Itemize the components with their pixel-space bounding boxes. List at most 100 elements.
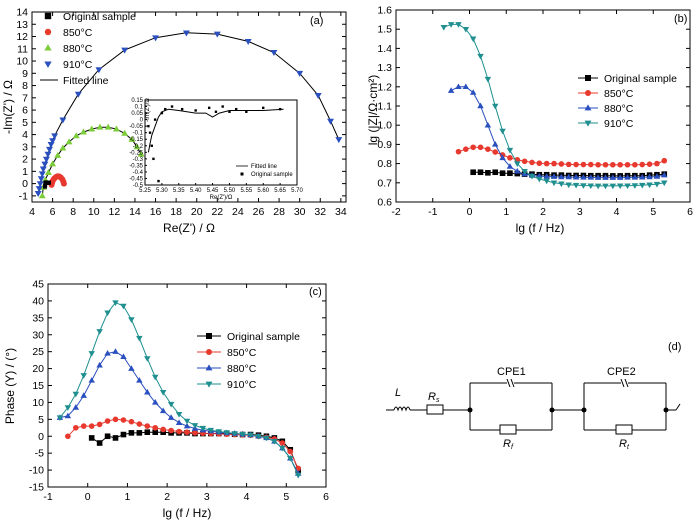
data-point-triangle-down xyxy=(42,156,50,163)
data-point-triangle-down xyxy=(46,146,53,153)
x-tick-label: 18 xyxy=(170,206,182,218)
data-point-triangle-down xyxy=(44,151,52,158)
y-tick-label: 7 xyxy=(22,92,28,104)
data-point-triangle-up xyxy=(175,419,183,425)
inset-data-point xyxy=(157,179,160,183)
data-point-circle xyxy=(160,426,166,433)
data-point-triangle-up xyxy=(594,174,602,180)
plot-frame xyxy=(31,11,347,203)
data-point-circle xyxy=(477,144,484,151)
data-point-triangle-up xyxy=(514,167,521,174)
y-tick-label: 45 xyxy=(32,279,44,291)
legend-label: 880°C xyxy=(227,363,257,375)
legend-label: 910°C xyxy=(604,118,634,130)
inset-fitted-line xyxy=(147,108,284,153)
y-tick-label: 1.3 xyxy=(377,62,392,74)
legend-marker xyxy=(206,349,212,355)
data-point-triangle-down xyxy=(521,169,528,175)
y-tick-label: 15 xyxy=(32,380,44,392)
data-point-triangle-down xyxy=(35,186,43,193)
legend-marker xyxy=(205,364,213,371)
data-point-triangle-down xyxy=(80,373,87,379)
data-point-triangle-up xyxy=(646,173,653,180)
legend-label: 880°C xyxy=(63,43,93,55)
y-tick-label: 0.6 xyxy=(377,197,392,209)
data-point-circle xyxy=(112,416,119,423)
data-point-circle xyxy=(88,423,95,429)
data-point-triangle-up xyxy=(609,174,617,180)
inset-plot: 5.25 5.30 5.35 5.40 5.45 5.50 5.55 5.60 5.65 5.70… xyxy=(129,98,303,201)
data-point-circle xyxy=(104,418,111,424)
y-tick-label: 0.9 xyxy=(377,139,392,151)
data-point-triangle-down xyxy=(528,173,536,180)
series-line xyxy=(59,301,299,476)
data-point-triangle-down xyxy=(36,181,44,188)
y-tick-label: 4 xyxy=(22,129,28,141)
data-point-circle xyxy=(558,161,565,167)
data-point-triangle-down xyxy=(624,183,631,190)
x-tick-label: 2 xyxy=(540,206,546,218)
data-point-triangle-up xyxy=(120,353,127,359)
data-point-circle xyxy=(144,423,151,429)
label-cpe2: CPE2 xyxy=(607,366,636,378)
data-point-circle xyxy=(152,424,159,431)
data-point-triangle-down xyxy=(469,36,477,43)
data-point-circle xyxy=(287,448,294,455)
x-tick-label: 4 xyxy=(29,206,35,218)
data-point-triangle-down xyxy=(639,182,646,189)
x-tick-label: 14 xyxy=(129,206,141,218)
data-point-triangle-up xyxy=(133,143,141,150)
data-point-triangle-down xyxy=(152,35,159,42)
panel-label: (c) xyxy=(309,286,322,298)
data-point-triangle-down xyxy=(207,427,215,434)
data-point-circle xyxy=(65,433,71,440)
data-point-circle xyxy=(654,160,660,167)
data-point-circle xyxy=(602,161,609,168)
inset-y-tick-label: -0.1 xyxy=(133,131,144,137)
data-point-square xyxy=(144,429,151,435)
data-point-circle xyxy=(176,428,182,435)
data-point-square xyxy=(477,169,484,176)
data-point-triangle-down xyxy=(59,117,67,124)
data-point-triangle-down xyxy=(37,176,45,183)
data-point-triangle-down xyxy=(602,183,609,190)
y-tick-label: 12 xyxy=(16,31,28,43)
x-tick-label: 10 xyxy=(88,206,100,218)
data-point-triangle-up xyxy=(152,399,159,405)
legend-label: 910°C xyxy=(63,59,93,71)
data-point-triangle-up xyxy=(616,174,624,180)
data-point-triangle-down xyxy=(440,25,447,31)
data-point-circle xyxy=(168,427,174,434)
data-point-triangle-up xyxy=(49,160,57,167)
data-point-triangle-down xyxy=(175,412,183,418)
y-tick-label: -5 xyxy=(35,448,44,460)
plot-frame xyxy=(47,283,327,488)
inset-x-tick-label: 5.35 xyxy=(173,188,185,194)
data-point-triangle-up xyxy=(469,89,477,95)
y-tick-label: -10 xyxy=(29,465,44,477)
data-point-triangle-down xyxy=(247,432,254,439)
fitted-line xyxy=(37,32,340,194)
inset-y-tick-label: -0.45 xyxy=(129,176,143,182)
inset-y-axis-label: -Im(Z')/Ω xyxy=(145,98,151,122)
data-point-circle xyxy=(507,155,513,161)
legend-label: 850°C xyxy=(63,27,93,39)
panel-label: (a) xyxy=(310,15,323,27)
inset-y-tick-label: -0.15 xyxy=(129,137,143,143)
data-point-triangle-up xyxy=(38,192,46,199)
data-point-triangle-down xyxy=(56,415,64,422)
x-tick-label: 6 xyxy=(687,206,693,218)
y-axis-label: -Im(Z') / Ω xyxy=(1,80,15,134)
data-point-triangle-down xyxy=(34,191,42,198)
fitted-line xyxy=(41,126,142,196)
inset-x-tick-label: 5.50 xyxy=(224,188,236,194)
legend-marker xyxy=(205,381,213,388)
label-r1: Rf xyxy=(503,438,514,451)
data-point-triangle-up xyxy=(65,138,73,145)
data-point-triangle-down xyxy=(74,91,82,98)
resistor-r2 xyxy=(615,424,633,435)
data-point-circle xyxy=(521,158,528,165)
inset-y-tick-label: -0.2 xyxy=(133,144,144,150)
data-point-triangle-down xyxy=(239,431,246,438)
data-point-triangle-up xyxy=(492,141,499,147)
